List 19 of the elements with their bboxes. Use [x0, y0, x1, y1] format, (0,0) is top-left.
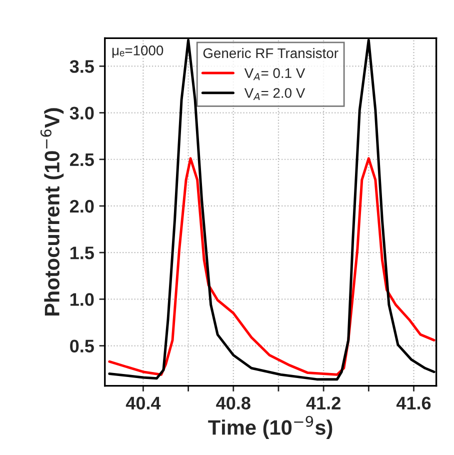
y-tick-label: 3.0	[70, 106, 94, 120]
x-tick-label: 40.4	[126, 396, 161, 410]
legend-label: V$_{A}$= 2.0 V	[244, 88, 306, 100]
y-tick-label: 1.0	[70, 293, 94, 306]
y-tick-label: 0.5	[70, 340, 94, 352]
x-axis-title: Time (10$^{−9}$s)	[208, 416, 332, 439]
line-series	[108, 157, 436, 376]
y-tick-label: 2.0	[70, 200, 94, 213]
y-tick-label: 1.5	[70, 246, 94, 260]
y-tick-label: 3.5	[70, 60, 94, 73]
annotation: μₑ=1000	[112, 46, 164, 58]
x-tick-label: 40.8	[216, 396, 250, 410]
x-tick-label: 41.6	[396, 396, 431, 410]
y-axis-title: Photocurrent (10$^{−6}$V)	[40, 108, 64, 316]
y-tick-label: 2.5	[70, 153, 94, 166]
x-tick-label: 41.2	[306, 396, 340, 410]
legend-title: Generic RF Transistor	[203, 48, 338, 58]
line-series	[108, 38, 436, 381]
legend-label: V$_{A}$= 0.1 V	[244, 68, 306, 80]
